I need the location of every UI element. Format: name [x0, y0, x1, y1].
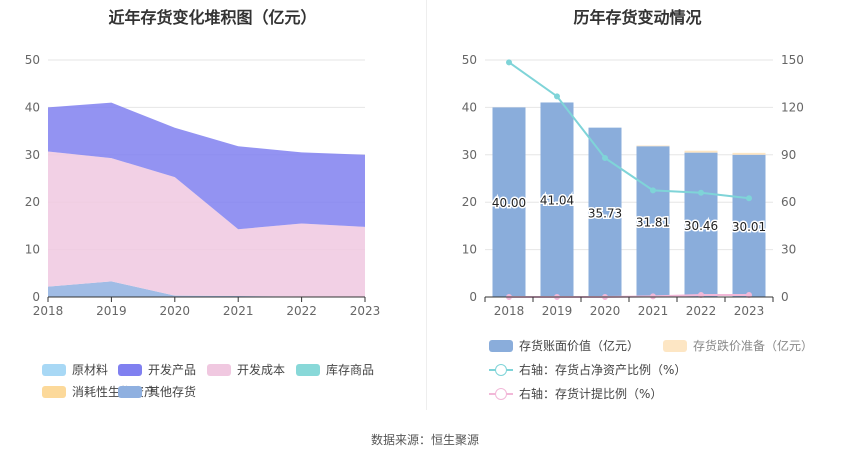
- point-line_ratio: [554, 93, 560, 100]
- legend-label: 存货账面价值（亿元）: [519, 339, 640, 353]
- legend-item-inventory_goods[interactable]: 库存商品: [296, 361, 374, 378]
- data-source-note: 数据来源：恒生聚源: [370, 433, 479, 447]
- x-tick-label: 2018: [33, 304, 64, 318]
- y-right-tick-label: 150: [781, 53, 804, 67]
- y-tick-label: 40: [25, 100, 40, 114]
- y-tick-label: 0: [32, 290, 40, 304]
- y-right-tick-label: 0: [781, 290, 789, 304]
- x-tick-label: 2019: [542, 304, 573, 318]
- y-left-tick-label: 50: [462, 53, 477, 67]
- bar-data-label: 35.73: [588, 206, 622, 220]
- x-tick-label: 2023: [350, 304, 381, 318]
- x-tick-label: 2021: [638, 304, 669, 318]
- right-chart-title: 历年存货变动情况: [573, 8, 702, 27]
- x-tick-label: 2020: [590, 304, 621, 318]
- y-right-tick-label: 90: [781, 148, 796, 162]
- legend-item-line_ratio[interactable]: 右轴：存货占净资产比例（%）: [489, 361, 686, 378]
- y-right-tick-label: 120: [781, 100, 804, 114]
- point-line_ratio: [698, 189, 704, 196]
- x-tick-label: 2022: [286, 304, 317, 318]
- legend-swatch: [663, 339, 687, 352]
- legend-swatch: [489, 387, 513, 400]
- legend-label: 右轴：存货计提比例（%）: [519, 387, 663, 401]
- legend-label: 库存商品: [326, 363, 375, 377]
- y-left-tick-label: 20: [462, 195, 477, 209]
- legend-label: 原材料: [72, 363, 109, 377]
- legend-label: 开发成本: [237, 363, 286, 377]
- line-line_ratio: [508, 61, 750, 200]
- legend-item-bar_book[interactable]: 存货账面价值（亿元）: [489, 337, 639, 354]
- point-line_ratio: [746, 195, 752, 202]
- legend-swatch: [42, 363, 66, 376]
- legend-label: 开发产品: [148, 363, 197, 377]
- y-tick-label: 20: [25, 195, 40, 209]
- y-left-tick-label: 30: [462, 148, 477, 162]
- point-line_provision: [650, 293, 656, 300]
- bar-line-combo-chart: 0 0 10 30 20 60 30 90 40 120 50 150 40.00 41.04 35.73 3…: [462, 53, 804, 318]
- bar-impairment-reserve: [684, 150, 718, 153]
- bar-data-label: 30.01: [732, 220, 766, 234]
- legend-label: 存货跌价准备（亿元）: [693, 339, 814, 353]
- area-dev_costs: [48, 151, 365, 297]
- legend-swatch: [118, 363, 142, 376]
- x-tick-label: 2023: [734, 304, 765, 318]
- panel-divider: [426, 0, 427, 410]
- x-tick-label: 2020: [160, 304, 191, 318]
- point-line_ratio: [650, 187, 656, 194]
- x-tick-label: 2022: [686, 304, 717, 318]
- legend-label: 其他存货: [148, 385, 197, 399]
- y-tick-label: 30: [25, 148, 40, 162]
- legend-swatch: [42, 385, 66, 398]
- bar-data-label: 40.00: [492, 196, 526, 210]
- y-right-tick-label: 60: [781, 195, 796, 209]
- left-chart-title: 近年存货变化堆积图（亿元）: [108, 8, 317, 27]
- legend-item-raw_materials[interactable]: 原材料: [42, 361, 108, 378]
- y-tick-label: 10: [25, 243, 40, 257]
- area-dev_products: [48, 102, 365, 230]
- bar-data-label: 31.81: [636, 216, 670, 230]
- bar-book-value: [684, 152, 718, 297]
- y-left-tick-label: 0: [469, 290, 477, 304]
- legend-item-line_provision[interactable]: 右轴：存货计提比例（%）: [489, 385, 662, 402]
- legend-swatch: [489, 363, 513, 376]
- y-right-tick-label: 30: [781, 243, 796, 257]
- legend-item-other[interactable]: 其他存货: [118, 383, 196, 400]
- stacked-area-chart: 0 10 20 30 40 50 2018 2019 2020 2021 2022 2023: [25, 53, 381, 318]
- bar-data-label: 41.04: [540, 194, 574, 208]
- y-left-tick-label: 40: [462, 100, 477, 114]
- y-left-tick-label: 10: [462, 243, 477, 257]
- legend-swatch: [118, 385, 142, 398]
- bar-book-value: [732, 154, 766, 297]
- y-tick-label: 50: [25, 53, 40, 67]
- point-line_ratio: [602, 154, 608, 161]
- bar-book-value: [540, 102, 574, 297]
- bar-book-value: [492, 107, 526, 298]
- x-tick-label: 2021: [223, 304, 254, 318]
- bar-book-value: [636, 146, 670, 297]
- bar-impairment-reserve: [732, 152, 766, 155]
- x-tick-label: 2019: [96, 304, 127, 318]
- point-line_ratio: [506, 59, 512, 66]
- legend-swatch: [489, 339, 513, 352]
- legend-item-dev_costs[interactable]: 开发成本: [207, 361, 285, 378]
- legend-item-bar_reserve[interactable]: 存货跌价准备（亿元）: [663, 337, 813, 354]
- bar-data-label: 30.46: [684, 219, 718, 233]
- area-other: [48, 281, 365, 297]
- legend-swatch: [296, 363, 320, 376]
- legend-swatch: [207, 363, 231, 376]
- bar-impairment-reserve: [636, 145, 670, 147]
- legend-item-dev_products[interactable]: 开发产品: [118, 361, 196, 378]
- legend-label: 右轴：存货占净资产比例（%）: [519, 363, 687, 377]
- x-tick-label: 2018: [494, 304, 525, 318]
